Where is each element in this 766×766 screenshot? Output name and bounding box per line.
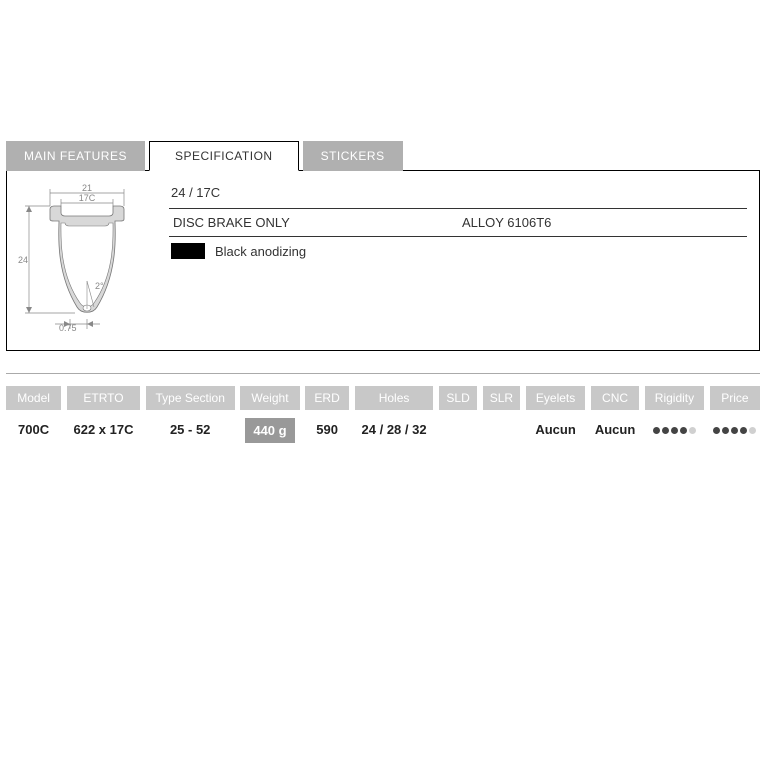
dim-angle: 2° [95,281,104,291]
spec-col-header: ERD [305,386,348,410]
spec-finish-row: Black anodizing [169,237,747,265]
spec-col-value: Aucun [529,418,581,441]
spec-col: CNC Aucun [591,386,639,443]
spec-col-value: 440 g [245,418,294,443]
spec-col-header: Rigidity [645,386,704,410]
spec-col-header: Weight [240,386,299,410]
spec-col-value [452,418,464,426]
dim-bottom: 0.75 [59,323,77,331]
spec-col-header: Model [6,386,61,410]
tab-specification[interactable]: SPECIFICATION [149,141,299,171]
spec-col: ERD 590 [305,386,348,443]
spec-col-header: Type Section [146,386,235,410]
spec-col-value: 24 / 28 / 32 [356,418,433,441]
spec-col-value [647,418,702,441]
spec-col-value: 590 [310,418,344,441]
spec-col-header: SLR [483,386,520,410]
spec-details: 24 / 17C DISC BRAKE ONLY ALLOY 6106T6 Bl… [169,181,747,336]
spec-brake: DISC BRAKE ONLY [169,209,458,236]
spec-col-value: Aucun [589,418,641,441]
specification-panel: 21 17C 24 2° [6,171,760,351]
spec-table: Model 700C ETRTO 622 x 17C Type Section 25 - … [6,386,760,443]
spec-col-header: Price [710,386,760,410]
tab-main-features[interactable]: MAIN FEATURES [6,141,145,171]
spec-size-code: 24 / 17C [169,181,747,209]
spec-col: Price [710,386,760,443]
tab-stickers[interactable]: STICKERS [303,141,403,171]
dim-height: 24 [18,255,28,265]
spec-col-value [495,418,507,426]
spec-col: Rigidity [645,386,704,443]
rim-cross-section-diagram: 21 17C 24 2° [15,181,155,336]
spec-col: Model 700C [6,386,61,443]
finish-swatch [171,243,205,259]
spec-col: ETRTO 622 x 17C [67,386,140,443]
divider [6,373,760,374]
spec-col-header: SLD [439,386,476,410]
spec-col-header: Holes [355,386,434,410]
spec-col-header: ETRTO [67,386,140,410]
spec-col: Type Section 25 - 52 [146,386,235,443]
spec-col-header: Eyelets [526,386,585,410]
dim-width-top: 21 [82,183,92,193]
spec-finish-label: Black anodizing [215,244,306,259]
spec-col-value [707,418,762,441]
tab-bar: MAIN FEATURES SPECIFICATION STICKERS [6,140,760,171]
spec-col: SLD [439,386,476,443]
spec-col-value: 700C [12,418,55,441]
spec-col: Weight 440 g [240,386,299,443]
dim-inner-width: 17C [79,193,96,203]
spec-alloy: ALLOY 6106T6 [458,209,747,236]
spec-col-value: 622 x 17C [68,418,140,441]
spec-col: Eyelets Aucun [526,386,585,443]
spec-col: SLR [483,386,520,443]
spec-col-header: CNC [591,386,639,410]
spec-col: Holes 24 / 28 / 32 [355,386,434,443]
spec-col-value: 25 - 52 [164,418,216,441]
